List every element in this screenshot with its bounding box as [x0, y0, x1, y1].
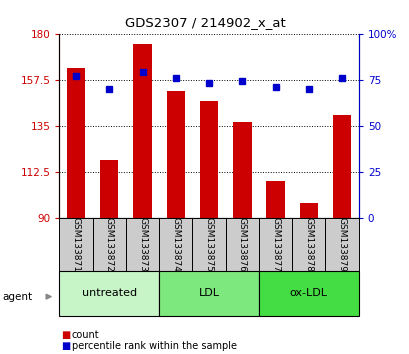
Bar [225, 218, 258, 271]
Text: GSM133876: GSM133876 [237, 217, 246, 272]
Text: GSM133875: GSM133875 [204, 217, 213, 272]
Text: GDS2307 / 214902_x_at: GDS2307 / 214902_x_at [124, 16, 285, 29]
Bar [292, 218, 325, 271]
Bar [92, 218, 126, 271]
Bar [59, 271, 159, 316]
Text: GSM133879: GSM133879 [337, 217, 346, 272]
Text: count: count [72, 330, 99, 339]
Bar [100, 160, 118, 218]
Text: GSM133878: GSM133878 [303, 217, 312, 272]
Text: GSM133877: GSM133877 [270, 217, 279, 272]
Text: GSM133872: GSM133872 [105, 217, 114, 272]
Text: GSM133874: GSM133874 [171, 217, 180, 272]
Bar [67, 68, 85, 218]
Bar [258, 271, 358, 316]
Text: untreated: untreated [81, 288, 137, 298]
Text: GSM133871: GSM133871 [72, 217, 81, 272]
Bar [266, 181, 284, 218]
Bar [332, 115, 351, 218]
Bar [59, 218, 92, 271]
Text: ■: ■ [61, 341, 70, 351]
Bar [258, 218, 292, 271]
Bar [126, 218, 159, 271]
Bar [233, 121, 251, 218]
Bar [133, 44, 151, 218]
Bar [192, 218, 225, 271]
Bar [299, 204, 317, 218]
Bar [159, 271, 258, 316]
Text: agent: agent [2, 292, 32, 302]
Text: ■: ■ [61, 330, 70, 339]
Bar [159, 218, 192, 271]
Bar [166, 91, 184, 218]
Text: GSM133873: GSM133873 [138, 217, 147, 272]
Bar [200, 101, 218, 218]
Bar [325, 218, 358, 271]
Text: LDL: LDL [198, 288, 219, 298]
Text: percentile rank within the sample: percentile rank within the sample [72, 341, 236, 351]
Text: ox-LDL: ox-LDL [289, 288, 327, 298]
